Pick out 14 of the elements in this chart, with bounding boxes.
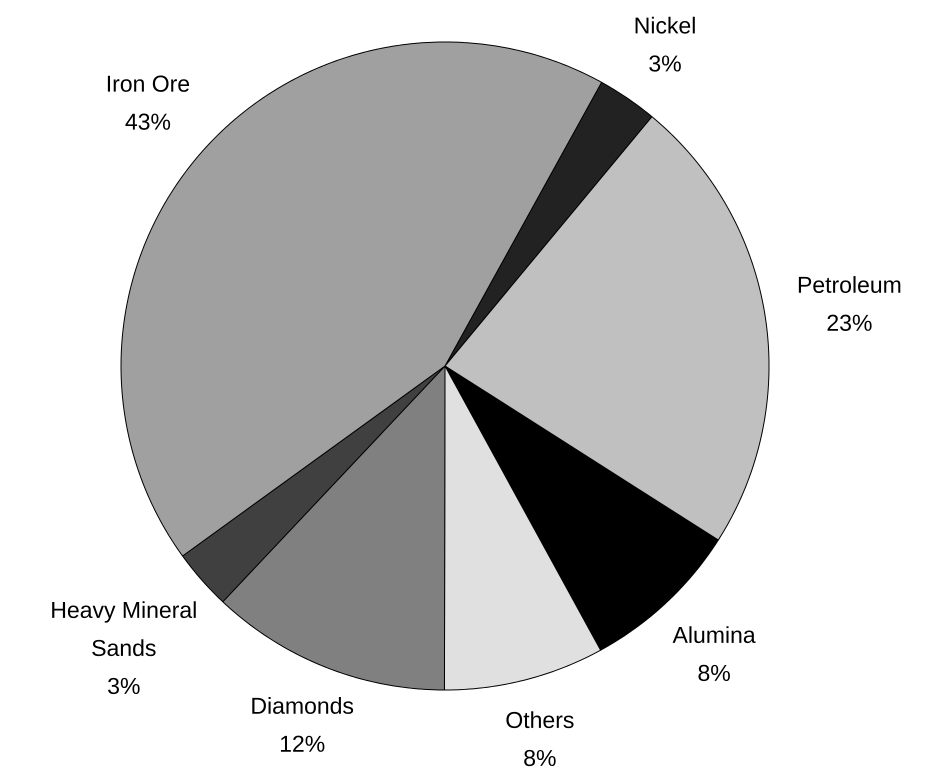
data-label: 12% bbox=[280, 736, 324, 752]
data-label: 8% bbox=[698, 664, 730, 682]
slice-label: Diamonds bbox=[252, 697, 354, 714]
slice-label: Nickel bbox=[636, 16, 695, 34]
slice-label: Petroleum bbox=[798, 276, 900, 293]
data-label: 3% bbox=[108, 678, 140, 694]
slice-label: Alumina bbox=[672, 626, 756, 644]
slice-label: Heavy Mineral Sands bbox=[52, 601, 196, 656]
data-label: 3% bbox=[649, 55, 681, 72]
slice-label: Iron Ore bbox=[108, 76, 190, 92]
slice-label: Others bbox=[506, 711, 574, 728]
data-label: 43% bbox=[125, 114, 170, 130]
data-label: 8% bbox=[524, 750, 556, 766]
data-label: 23% bbox=[828, 314, 872, 331]
